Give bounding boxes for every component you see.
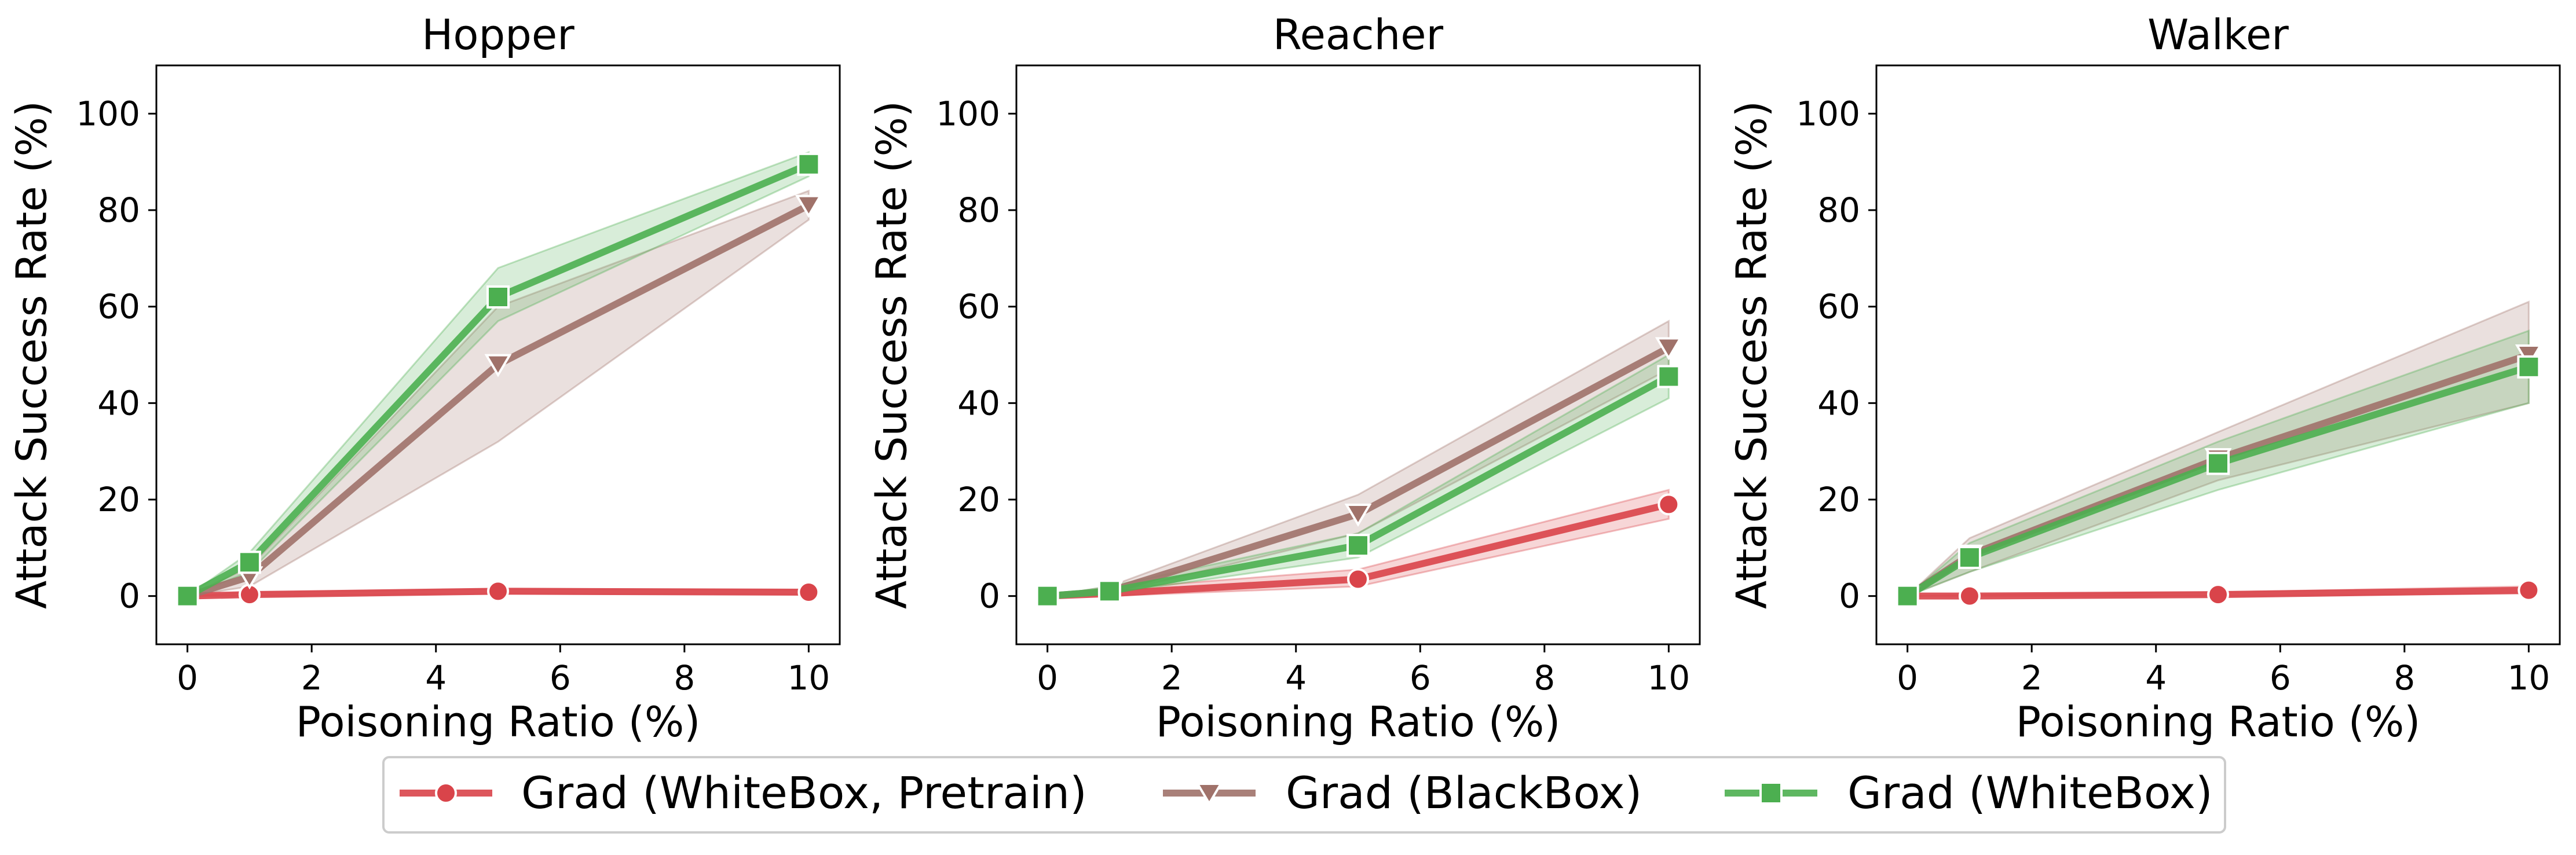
reacher-xlabel: Poisoning Ratio (%): [1156, 698, 1561, 746]
hopper-ytick-label-40: 40: [97, 383, 140, 423]
walker-point-grad-whitebox-5: [2207, 452, 2230, 475]
reacher-point-grad-whitebox-1: [1097, 579, 1121, 603]
hopper-xtick-label-10: 10: [787, 658, 830, 698]
walker-line-grad-whitebox: [1904, 363, 2533, 600]
walker-ylabel: Attack Success Rate (%): [1728, 101, 1776, 609]
walker-point-grad-whitebox-10: [2517, 355, 2541, 379]
hopper-point-grad-whitebox-5: [486, 285, 510, 309]
hopper-point-grad-blackbox-5: [484, 354, 512, 377]
hopper-point-grad-whitebox-pretrain-5: [487, 580, 509, 603]
walker-xtick-label-2: 2: [2021, 658, 2043, 698]
hopper-frame: [155, 64, 841, 645]
reacher-point-grad-whitebox-pretrain-5: [1347, 568, 1369, 590]
hopper-line-grad-whitebox: [184, 160, 813, 600]
walker-point-grad-whitebox-0: [1896, 584, 1919, 608]
walker-xlabel: Poisoning Ratio (%): [2016, 698, 2421, 746]
reacher-ytick-label-100: 100: [936, 94, 1000, 133]
reacher-frame: [1015, 64, 1701, 645]
reacher-line-grad-whitebox: [1044, 373, 1673, 600]
walker-xtick-label-8: 8: [2394, 658, 2415, 698]
walker-xtick-label-4: 4: [2145, 658, 2167, 698]
reacher-xtick-label-6: 6: [1410, 658, 1431, 698]
hopper-ytick-label-0: 0: [119, 577, 140, 616]
walker-point-grad-whitebox-1: [1957, 546, 1981, 569]
walker-ytick-label-20: 20: [1817, 480, 1860, 519]
hopper-line-grad-whitebox-pretrain: [184, 588, 813, 600]
hopper-xtick-label-4: 4: [425, 658, 447, 698]
hopper-line-grad-blackbox: [184, 201, 813, 600]
hopper-point-grad-whitebox-1: [237, 551, 261, 574]
legend-marker-pretrain: [435, 782, 457, 804]
walker-point-grad-whitebox-pretrain-10: [2518, 579, 2540, 601]
walker-xtick-label-10: 10: [2507, 658, 2550, 698]
legend: Grad (WhiteBox, Pretrain) Grad (BlackBox…: [382, 756, 2226, 834]
reacher-xtick-label-0: 0: [1037, 658, 1058, 698]
reacher-ytick-label-0: 0: [979, 577, 1000, 616]
hopper-xtick-label-6: 6: [550, 658, 571, 698]
walker-point-grad-whitebox-pretrain-1: [1958, 585, 1981, 607]
hopper-xlabel: Poisoning Ratio (%): [296, 698, 701, 746]
hopper-point-grad-blackbox-10: [795, 195, 822, 218]
reacher-point-grad-whitebox-pretrain-10: [1657, 493, 1680, 516]
walker-xtick-label-0: 0: [1897, 658, 1918, 698]
reacher-point-grad-blackbox-10: [1655, 337, 1682, 361]
walker-ytick-label-80: 80: [1817, 190, 1860, 230]
reacher-xtick-label-4: 4: [1285, 658, 1307, 698]
walker-xtick-label-6: 6: [2270, 658, 2291, 698]
reacher-point-grad-whitebox-0: [1035, 584, 1059, 608]
reacher-ylabel: Attack Success Rate (%): [868, 101, 916, 609]
legend-marker-whitebox: [1759, 781, 1783, 805]
reacher-title: Reacher: [1273, 10, 1444, 59]
walker-title: Walker: [2147, 10, 2289, 59]
hopper-ytick-label-60: 60: [97, 287, 140, 326]
walker-ytick-label-40: 40: [1817, 383, 1860, 423]
walker-point-grad-whitebox-pretrain-5: [2207, 584, 2229, 606]
reacher-ytick-label-40: 40: [957, 383, 1000, 423]
hopper-ylabel: Attack Success Rate (%): [8, 101, 56, 609]
walker-ytick-label-60: 60: [1817, 287, 1860, 326]
walker-ytick-label-100: 100: [1796, 94, 1860, 133]
reacher-ytick-label-20: 20: [957, 480, 1000, 519]
hopper-title: Hopper: [422, 10, 575, 59]
reacher-point-grad-whitebox-5: [1346, 534, 1370, 557]
walker-line-grad-whitebox-pretrain: [1904, 586, 2533, 600]
hopper-ytick-label-100: 100: [76, 94, 140, 133]
hopper-point-grad-whitebox-10: [797, 152, 821, 176]
reacher-ytick-label-80: 80: [957, 190, 1000, 230]
legend-label-pretrain: Grad (WhiteBox, Pretrain): [521, 767, 1087, 819]
hopper-xtick-label-0: 0: [177, 658, 198, 698]
reacher-point-grad-blackbox-5: [1344, 504, 1372, 527]
hopper-ytick-label-80: 80: [97, 190, 140, 230]
hopper-xtick-label-2: 2: [301, 658, 323, 698]
reacher-xtick-label-10: 10: [1647, 658, 1690, 698]
walker-ytick-label-0: 0: [1839, 577, 1860, 616]
reacher-xtick-label-2: 2: [1161, 658, 1183, 698]
legend-frame: [382, 756, 2226, 834]
legend-label-whitebox: Grad (WhiteBox): [1847, 767, 2213, 819]
legend-label-blackbox: Grad (BlackBox): [1286, 767, 1642, 819]
reacher-point-grad-whitebox-10: [1657, 365, 1681, 388]
hopper-point-grad-whitebox-0: [175, 584, 199, 608]
legend-marker-blackbox: [1195, 783, 1223, 806]
reacher-ytick-label-60: 60: [957, 287, 1000, 326]
reacher-xtick-label-8: 8: [1534, 658, 1555, 698]
hopper-point-grad-whitebox-pretrain-10: [797, 581, 820, 603]
hopper-ytick-label-20: 20: [97, 480, 140, 519]
hopper-xtick-label-8: 8: [674, 658, 695, 698]
walker-frame: [1875, 64, 2561, 645]
